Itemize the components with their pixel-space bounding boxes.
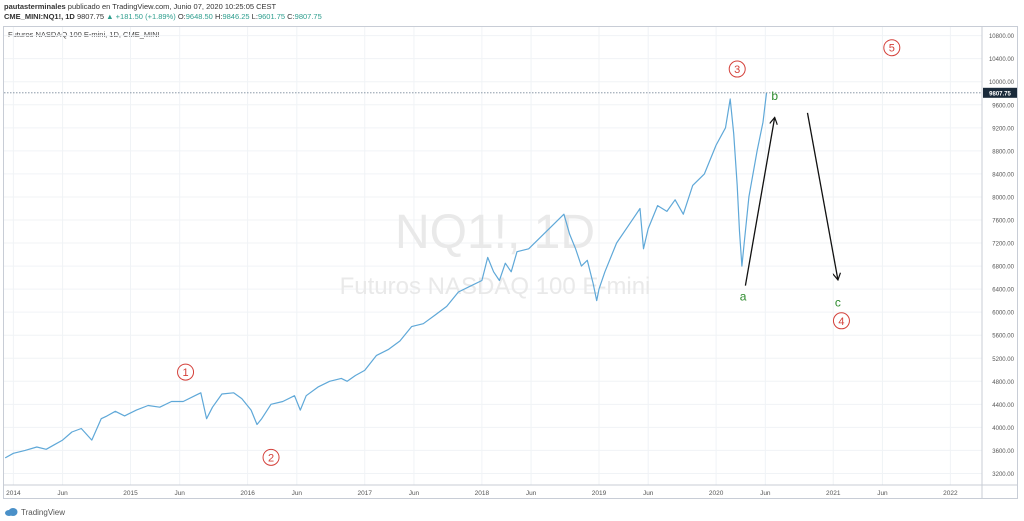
y-tick-label: 4000.00	[992, 426, 1014, 432]
author-name: pautasterminales	[4, 2, 66, 11]
tradingview-logo[interactable]: TradingView	[4, 506, 65, 518]
watermark-symbol: NQ1!, 1D	[395, 206, 595, 259]
y-tick-label: 4800.00	[992, 380, 1014, 386]
last-price-tag	[983, 87, 1017, 98]
x-tick-label: Jun	[643, 490, 654, 497]
y-tick-label: 8800.00	[992, 149, 1014, 155]
watermark-name: Futuros NASDAQ 100 E-mini	[340, 273, 651, 300]
x-tick-label: 2016	[240, 490, 255, 497]
wave-label-4[interactable]: 4	[838, 316, 844, 328]
wave-circle-5[interactable]	[883, 39, 901, 57]
x-tick-label: 2022	[943, 490, 958, 497]
y-tick-label: 7600.00	[992, 218, 1014, 224]
wave-label-c[interactable]: c	[835, 295, 841, 309]
low-value: 9601.75	[257, 12, 286, 21]
x-tick-label: 2020	[709, 490, 724, 497]
y-tick-label: 6000.00	[992, 311, 1014, 317]
wave-arrow[interactable]	[806, 112, 837, 280]
last-price-tag-label: 9807.75	[989, 91, 1011, 97]
y-tick-label: 8000.00	[992, 195, 1014, 201]
chart-frame[interactable]	[3, 26, 1018, 499]
cloud-icon	[5, 508, 18, 516]
wave-circle-4[interactable]	[832, 312, 850, 330]
wave-label-2[interactable]: 2	[268, 452, 274, 464]
x-tick-label: Jun	[174, 490, 185, 497]
symbol-quote-line: CME_MINI:NQ1!, 1D 9807.75 ▲ +181.50 (+1.…	[4, 12, 322, 21]
y-tick-label: 9600.00	[992, 103, 1014, 109]
published-info: publicado en TradingView.com, Junio 07, …	[65, 2, 277, 11]
price-change: ▲ +181.50 (+1.89%)	[106, 12, 176, 21]
last-price: 9807.75	[76, 12, 105, 21]
x-tick-label: Jun	[57, 490, 68, 497]
close-label: C:	[287, 12, 295, 21]
y-tick-label: 9200.00	[992, 126, 1014, 132]
y-tick-label: 5600.00	[992, 334, 1014, 340]
grid-layer	[4, 27, 982, 485]
x-tick-label: Jun	[409, 490, 420, 497]
y-tick-label: 6800.00	[992, 265, 1014, 271]
x-tick-label: Jun	[877, 490, 888, 497]
x-tick-label: 2017	[358, 490, 373, 497]
close-value: 9807.75	[294, 12, 322, 21]
wave-circle-2[interactable]	[262, 448, 280, 466]
y-tick-label: 10400.00	[989, 57, 1015, 63]
x-tick-label: 2018	[475, 490, 490, 497]
wave-arrow[interactable]	[744, 117, 774, 286]
x-tick-label: Jun	[526, 490, 537, 497]
wave-label-1[interactable]: 1	[182, 367, 188, 379]
wave-label-b[interactable]: b	[771, 89, 778, 103]
price-tag-layer: 9807.75	[4, 87, 1017, 98]
x-tick-label: 2015	[123, 490, 138, 497]
high-value: 9846.25	[222, 12, 250, 21]
wave-circle-3[interactable]	[728, 60, 746, 78]
open-label: O:	[177, 12, 186, 21]
wave-label-3[interactable]: 3	[734, 64, 740, 76]
wave-circle-1[interactable]	[177, 363, 195, 381]
x-tick-label: Jun	[292, 490, 303, 497]
high-label: H:	[214, 12, 223, 21]
y-tick-label: 3200.00	[992, 472, 1014, 478]
y-tick-label: 8400.00	[992, 172, 1014, 178]
brand-name: TradingView	[21, 507, 66, 517]
y-tick-label: 7200.00	[992, 242, 1014, 248]
series-layer	[4, 92, 768, 459]
x-tick-label: 2019	[592, 490, 607, 497]
y-axis: 3200.00 3600.00 4000.00 4400.00 4800.00 5200.…	[981, 27, 1015, 499]
x-tick-label: 2021	[826, 490, 841, 497]
publish-header: pautasterminales publicado en TradingVie…	[4, 2, 276, 11]
symbol-label: CME_MINI:NQ1!, 1D	[4, 12, 75, 21]
y-tick-label: 4400.00	[992, 403, 1014, 409]
x-axis: 2014 Jun 2015 Jun 2016 Jun 2017 Jun 2018 Jun 2019 J…	[3, 484, 1018, 497]
y-tick-label: 3600.00	[992, 449, 1014, 455]
y-tick-label: 5200.00	[992, 357, 1014, 363]
y-tick-label: 6400.00	[992, 288, 1014, 294]
annotation-layer: 1 2 3 4 5 a b c	[177, 39, 901, 466]
open-value: 9648.50	[185, 12, 213, 21]
wave-label-a[interactable]: a	[740, 290, 747, 304]
y-tick-label: 10000.00	[989, 80, 1015, 86]
price-series-line	[4, 92, 768, 459]
chart-title: Futuros NASDAQ 100 E-mini, 1D, CME_MINI	[8, 30, 160, 39]
x-tick-label: 2014	[6, 490, 21, 497]
y-tick-label: 10800.00	[989, 34, 1015, 40]
wave-label-5[interactable]: 5	[889, 43, 895, 55]
low-label: L:	[251, 12, 258, 21]
x-tick-label: Jun	[760, 490, 771, 497]
